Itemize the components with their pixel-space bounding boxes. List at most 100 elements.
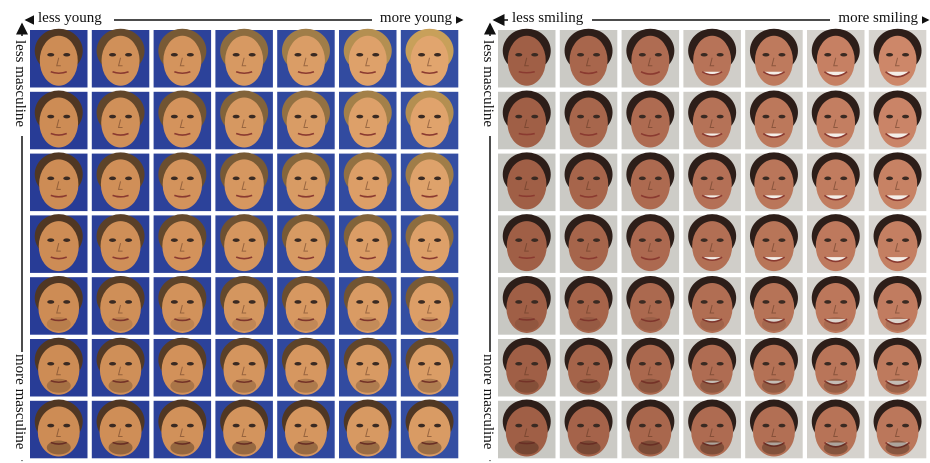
beard-shadow	[762, 317, 786, 331]
face-image	[807, 91, 865, 150]
eye	[47, 300, 54, 304]
eye	[434, 53, 441, 57]
eye	[902, 177, 909, 181]
face-image	[30, 29, 88, 88]
beard-shadow	[232, 441, 256, 455]
face-image	[154, 29, 212, 88]
eye	[531, 115, 538, 119]
face-image	[277, 338, 335, 397]
face	[349, 36, 387, 86]
eye	[356, 177, 363, 181]
face-image	[498, 214, 556, 273]
eye	[356, 424, 363, 428]
eye	[434, 177, 441, 181]
face-image	[807, 152, 865, 211]
face-image	[869, 400, 927, 459]
beard-shadow	[170, 379, 194, 393]
beard-shadow	[109, 441, 133, 455]
face	[878, 98, 917, 148]
beard-shadow	[638, 379, 662, 393]
eye	[310, 362, 317, 366]
eye	[655, 115, 662, 119]
beard-shadow	[700, 379, 724, 393]
face	[631, 159, 670, 209]
eye	[515, 424, 522, 428]
eye	[577, 238, 584, 242]
beard-shadow	[700, 441, 724, 455]
eye	[840, 177, 847, 181]
eye	[717, 53, 724, 57]
axis-label: more young	[380, 10, 453, 26]
eye	[109, 362, 116, 366]
face-image	[869, 276, 927, 335]
eye	[63, 238, 70, 242]
face-image	[30, 400, 88, 459]
face-image	[622, 400, 680, 459]
eye	[233, 362, 240, 366]
eye	[701, 177, 708, 181]
face	[39, 159, 78, 209]
eye	[531, 300, 538, 304]
eye	[372, 300, 379, 304]
beard-shadow	[824, 317, 848, 331]
eye	[531, 53, 538, 57]
face-image	[622, 276, 680, 335]
eye	[717, 238, 724, 242]
face	[163, 159, 202, 209]
face-image	[622, 214, 680, 273]
face-image	[339, 91, 397, 150]
eye	[63, 115, 70, 119]
beard-shadow	[232, 317, 256, 331]
eye	[824, 177, 831, 181]
eye	[249, 300, 256, 304]
face	[508, 36, 546, 86]
eye	[233, 424, 240, 428]
eye	[824, 53, 831, 57]
eye	[515, 238, 522, 242]
face	[817, 36, 855, 86]
eye	[593, 362, 600, 366]
eye	[824, 424, 831, 428]
eye	[418, 300, 425, 304]
face-image	[401, 400, 459, 459]
face-image	[277, 152, 335, 211]
face-image	[745, 29, 803, 88]
face-image	[154, 91, 212, 150]
face-image	[154, 214, 212, 273]
eye	[701, 238, 708, 242]
eye	[515, 53, 522, 57]
eye	[125, 177, 132, 181]
eye	[310, 424, 317, 428]
face-image	[215, 400, 273, 459]
face	[39, 98, 78, 148]
beard-shadow	[824, 379, 848, 393]
face-image	[215, 276, 273, 335]
face-image	[277, 29, 335, 88]
eye	[717, 424, 724, 428]
face	[163, 98, 202, 148]
eye	[171, 115, 178, 119]
eye	[717, 177, 724, 181]
eye	[249, 362, 256, 366]
face-image	[30, 214, 88, 273]
eye	[63, 424, 70, 428]
face-image	[745, 400, 803, 459]
face-image	[683, 338, 741, 397]
eye	[47, 424, 54, 428]
face	[507, 98, 546, 148]
beard-shadow	[418, 441, 442, 455]
eye	[886, 53, 893, 57]
face-image	[807, 276, 865, 335]
face-image	[277, 91, 335, 150]
eye	[187, 115, 194, 119]
eye	[840, 53, 847, 57]
eye	[434, 238, 441, 242]
beard-shadow	[638, 317, 662, 331]
eye	[249, 53, 256, 57]
eye	[418, 115, 425, 119]
face	[570, 36, 608, 86]
eye	[125, 238, 132, 242]
face	[816, 159, 855, 209]
eye	[171, 362, 178, 366]
face	[692, 221, 732, 271]
